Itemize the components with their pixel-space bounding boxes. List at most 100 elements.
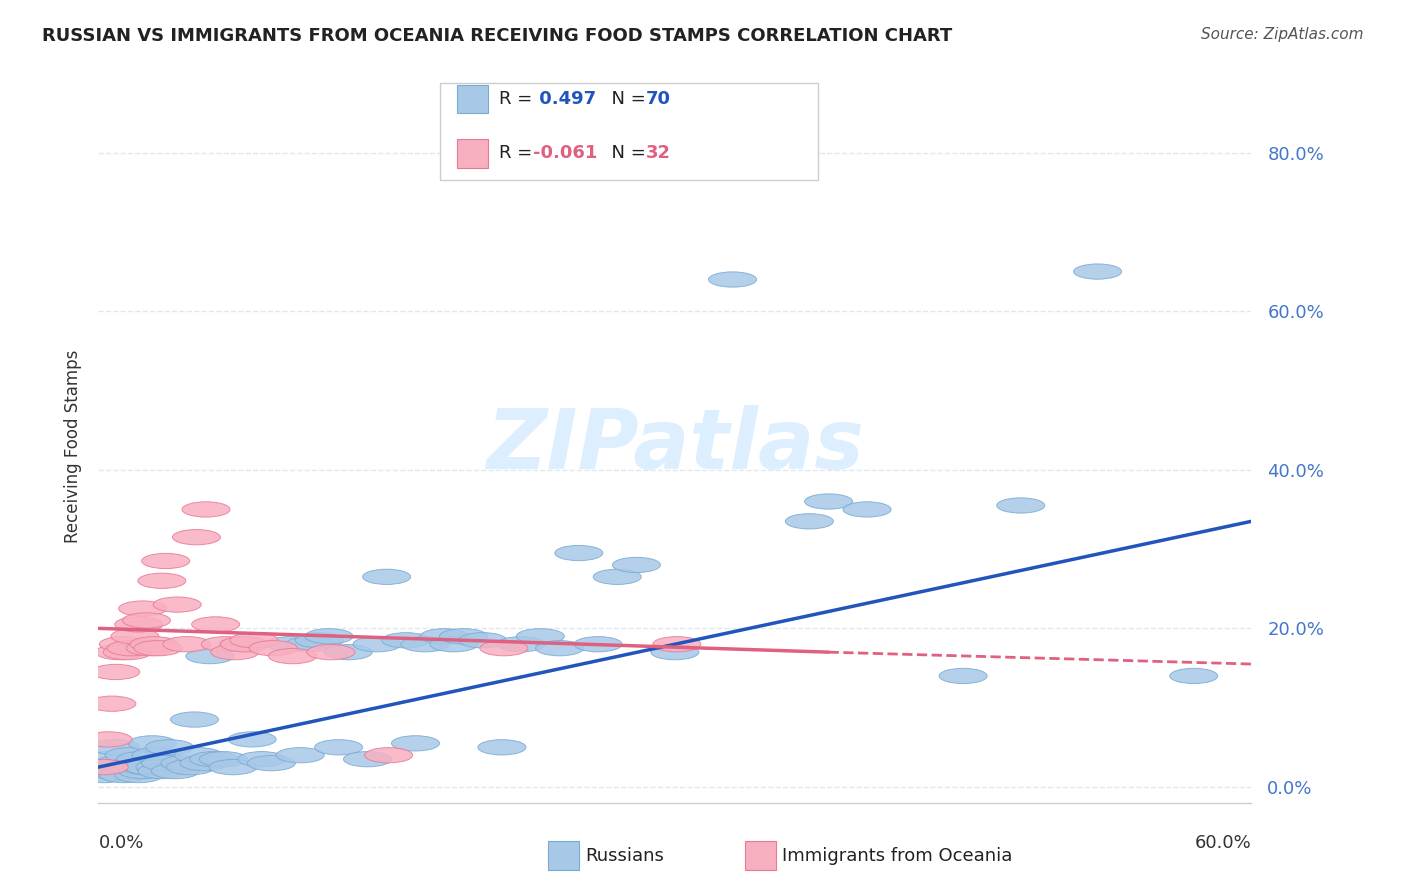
- Ellipse shape: [353, 637, 401, 652]
- Ellipse shape: [80, 767, 128, 782]
- Text: 0.0%: 0.0%: [98, 834, 143, 852]
- Ellipse shape: [142, 553, 190, 568]
- Ellipse shape: [181, 502, 231, 517]
- Y-axis label: Receiving Food Stamps: Receiving Food Stamps: [63, 350, 82, 542]
- Ellipse shape: [363, 569, 411, 584]
- Ellipse shape: [80, 759, 128, 775]
- Ellipse shape: [128, 736, 176, 751]
- Ellipse shape: [382, 632, 430, 648]
- Text: ZIPatlas: ZIPatlas: [486, 406, 863, 486]
- Ellipse shape: [118, 601, 167, 616]
- Ellipse shape: [145, 739, 194, 755]
- Ellipse shape: [84, 731, 132, 747]
- Ellipse shape: [343, 752, 391, 767]
- Ellipse shape: [91, 739, 139, 755]
- Ellipse shape: [201, 637, 249, 652]
- Ellipse shape: [191, 616, 239, 632]
- Ellipse shape: [153, 597, 201, 612]
- Ellipse shape: [111, 629, 159, 644]
- Ellipse shape: [440, 629, 488, 644]
- Ellipse shape: [115, 616, 163, 632]
- Text: 60.0%: 60.0%: [1195, 834, 1251, 852]
- Ellipse shape: [651, 645, 699, 660]
- Text: Source: ZipAtlas.com: Source: ZipAtlas.com: [1201, 27, 1364, 42]
- Ellipse shape: [94, 765, 142, 780]
- Ellipse shape: [997, 498, 1045, 513]
- Ellipse shape: [167, 759, 215, 775]
- Ellipse shape: [96, 756, 143, 771]
- Ellipse shape: [221, 637, 269, 652]
- Ellipse shape: [103, 759, 152, 775]
- Ellipse shape: [138, 764, 186, 779]
- Ellipse shape: [536, 640, 583, 656]
- Ellipse shape: [136, 759, 184, 775]
- Ellipse shape: [163, 637, 211, 652]
- Ellipse shape: [247, 756, 295, 771]
- Ellipse shape: [186, 648, 233, 664]
- Ellipse shape: [115, 767, 163, 782]
- Ellipse shape: [593, 569, 641, 584]
- Ellipse shape: [228, 731, 276, 747]
- Ellipse shape: [218, 637, 267, 652]
- Ellipse shape: [391, 736, 440, 751]
- Ellipse shape: [105, 747, 153, 763]
- Ellipse shape: [127, 640, 174, 656]
- Ellipse shape: [110, 759, 157, 775]
- Ellipse shape: [804, 494, 852, 509]
- Ellipse shape: [100, 767, 148, 782]
- Ellipse shape: [1170, 668, 1218, 683]
- Ellipse shape: [478, 739, 526, 755]
- Ellipse shape: [295, 632, 343, 648]
- Text: 32: 32: [645, 145, 671, 162]
- Ellipse shape: [315, 739, 363, 755]
- Ellipse shape: [325, 645, 373, 660]
- Ellipse shape: [613, 558, 661, 573]
- Ellipse shape: [516, 629, 564, 644]
- Text: R =: R =: [499, 145, 538, 162]
- Text: R =: R =: [499, 90, 538, 108]
- Ellipse shape: [479, 640, 527, 656]
- Ellipse shape: [107, 640, 155, 656]
- Ellipse shape: [84, 752, 132, 767]
- Ellipse shape: [307, 645, 354, 660]
- Ellipse shape: [269, 648, 316, 664]
- Text: Immigrants from Oceania: Immigrants from Oceania: [782, 847, 1012, 865]
- Ellipse shape: [200, 752, 247, 767]
- Ellipse shape: [238, 752, 285, 767]
- Ellipse shape: [430, 637, 478, 652]
- Ellipse shape: [152, 764, 200, 779]
- Ellipse shape: [124, 759, 173, 775]
- Ellipse shape: [87, 759, 136, 775]
- Ellipse shape: [285, 637, 333, 652]
- Ellipse shape: [91, 665, 139, 680]
- Ellipse shape: [555, 545, 603, 561]
- Ellipse shape: [209, 759, 257, 775]
- Ellipse shape: [180, 756, 228, 771]
- Ellipse shape: [100, 637, 148, 652]
- Ellipse shape: [498, 637, 546, 652]
- Ellipse shape: [420, 629, 468, 644]
- Ellipse shape: [1074, 264, 1122, 279]
- Ellipse shape: [231, 632, 278, 648]
- Ellipse shape: [132, 747, 180, 763]
- Ellipse shape: [267, 637, 315, 652]
- Text: 70: 70: [645, 90, 671, 108]
- Text: 0.497: 0.497: [533, 90, 596, 108]
- Ellipse shape: [142, 756, 190, 771]
- Ellipse shape: [190, 752, 238, 767]
- Ellipse shape: [305, 629, 353, 644]
- Ellipse shape: [173, 530, 221, 545]
- Ellipse shape: [103, 645, 152, 660]
- Ellipse shape: [939, 668, 987, 683]
- Ellipse shape: [170, 712, 218, 727]
- Ellipse shape: [844, 502, 891, 517]
- Ellipse shape: [709, 272, 756, 287]
- Ellipse shape: [138, 574, 186, 589]
- Ellipse shape: [118, 764, 167, 779]
- Ellipse shape: [160, 756, 209, 771]
- Ellipse shape: [174, 747, 222, 763]
- Text: -0.061: -0.061: [533, 145, 598, 162]
- Text: N =: N =: [600, 145, 652, 162]
- Ellipse shape: [87, 696, 136, 711]
- Ellipse shape: [458, 632, 506, 648]
